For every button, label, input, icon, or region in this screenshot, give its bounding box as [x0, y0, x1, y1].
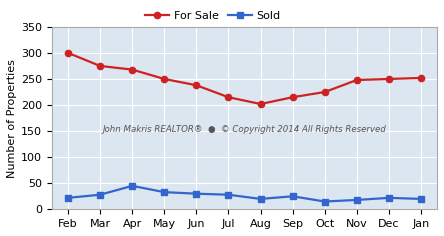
Sold: [322, 200, 327, 203]
For Sale: [162, 78, 167, 80]
Sold: [418, 198, 424, 200]
Sold: [258, 198, 263, 200]
For Sale: [97, 64, 103, 67]
For Sale: [65, 51, 71, 54]
Line: Sold: Sold: [65, 183, 424, 205]
Sold: [290, 195, 295, 198]
For Sale: [418, 76, 424, 79]
For Sale: [226, 96, 231, 99]
Legend: For Sale, Sold: For Sale, Sold: [141, 7, 285, 26]
Sold: [162, 191, 167, 194]
Y-axis label: Number of Properties: Number of Properties: [7, 59, 17, 177]
For Sale: [290, 96, 295, 99]
For Sale: [258, 103, 263, 105]
Sold: [226, 193, 231, 196]
Sold: [97, 193, 103, 196]
Sold: [65, 196, 71, 199]
For Sale: [130, 68, 135, 71]
Text: John Makris REALTOR®  ●  © Copyright 2014 All Rights Reserved: John Makris REALTOR® ● © Copyright 2014 …: [103, 125, 386, 134]
Sold: [194, 192, 199, 195]
For Sale: [194, 84, 199, 87]
Line: For Sale: For Sale: [65, 50, 424, 107]
Sold: [386, 196, 392, 199]
Sold: [354, 198, 360, 201]
For Sale: [386, 78, 392, 80]
Sold: [130, 185, 135, 187]
For Sale: [322, 91, 327, 93]
For Sale: [354, 79, 360, 81]
